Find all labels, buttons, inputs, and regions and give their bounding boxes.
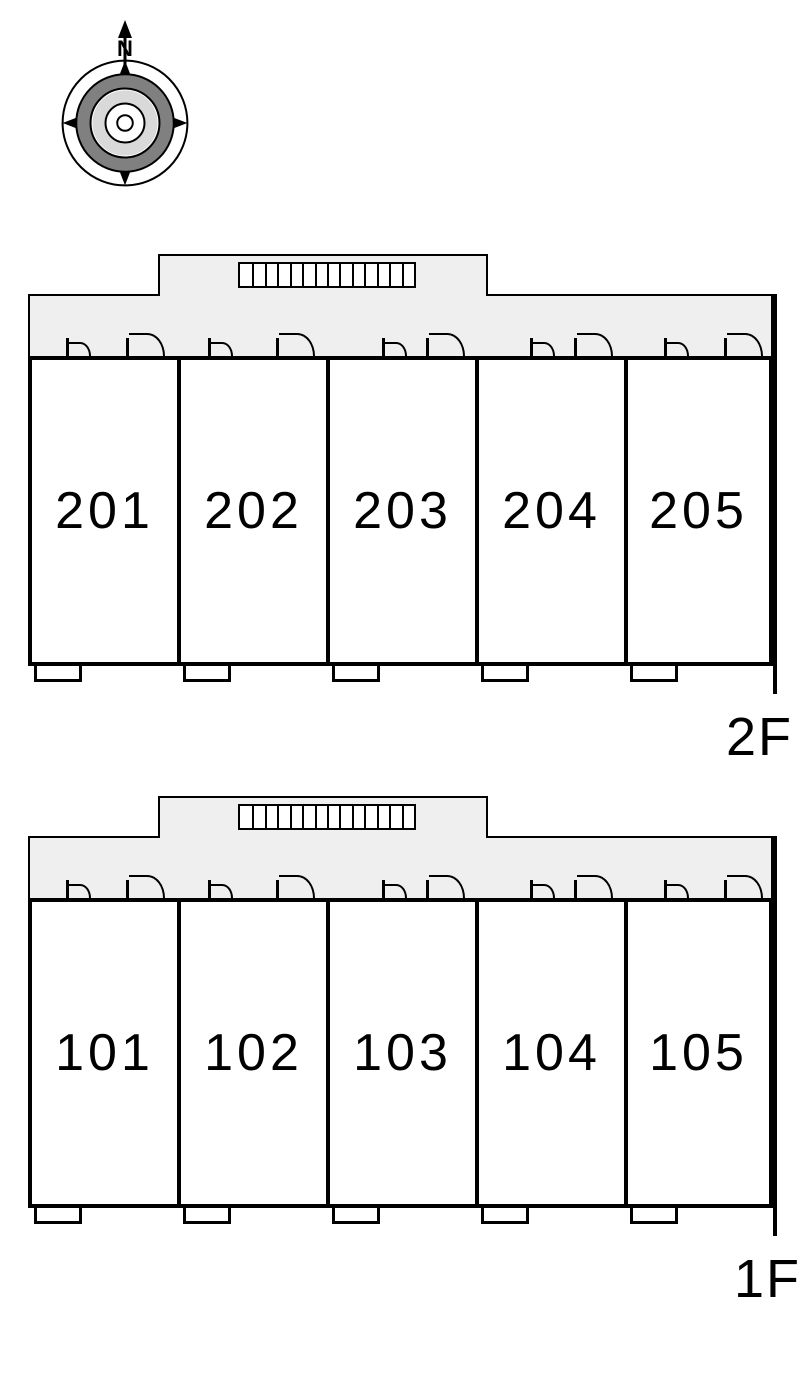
floor2-unit-203: 203 [326,356,475,666]
unit-label: 104 [502,1023,601,1083]
compass-n-label: N [117,36,133,61]
floor2-door-6 [426,326,468,356]
floor1-unit-105: 105 [624,898,773,1208]
floor1-door-4 [276,868,318,898]
compass-icon: N [60,18,190,198]
unit-label: 201 [55,481,154,541]
floor2-door-2 [126,326,168,356]
unit-label: 204 [502,481,601,541]
floor2-units-row: 201 202 203 204 205 [28,356,773,666]
floor1-door-3 [208,868,236,898]
floor2-door-7 [530,326,558,356]
unit-label: 202 [204,481,303,541]
floor1-stairs [238,804,416,830]
floor2-door-9 [664,326,692,356]
floor1-balcony-103 [326,1208,475,1226]
unit-label: 102 [204,1023,303,1083]
floor-2: 2012022032042052F [28,254,788,774]
floor1-door-2 [126,868,168,898]
floor2-balcony-201 [28,666,177,684]
floor2-balcony-202 [177,666,326,684]
floor2-right-wall [773,294,777,694]
floor2-balcony-205 [624,666,773,684]
floorplan-canvas: N 201 202 203 204 205 2F 101 102 103 104 105 1F [0,0,800,1373]
unit-label: 203 [353,481,452,541]
floor1-unit-103: 103 [326,898,475,1208]
floor2-stairs [238,262,416,288]
floor2-door-8 [574,326,616,356]
floor2-door-5 [382,326,410,356]
floor1-right-wall [773,836,777,1236]
floor2-unit-204: 204 [475,356,624,666]
floor1-unit-102: 102 [177,898,326,1208]
floor2-label: 2F [726,706,793,768]
floor-1: 1011021031041051F [28,796,788,1316]
floor2-balcony-203 [326,666,475,684]
floor1-label: 1F [734,1248,800,1310]
floor1-door-1 [66,868,94,898]
floor1-balcony-102 [177,1208,326,1226]
floor2-unit-202: 202 [177,356,326,666]
floor1-door-5 [382,868,410,898]
floor1-door-10 [724,868,766,898]
floor1-balcony-104 [475,1208,624,1226]
floor2-balcony-row [28,666,773,684]
floor1-door-9 [664,868,692,898]
floor1-units-row: 101 102 103 104 105 [28,898,773,1208]
unit-label: 101 [55,1023,154,1083]
floor1-unit-104: 104 [475,898,624,1208]
unit-label: 205 [649,481,748,541]
floor2-door-3 [208,326,236,356]
floor2-door-1 [66,326,94,356]
floor2-door-10 [724,326,766,356]
floor2-door-4 [276,326,318,356]
floor2-unit-205: 205 [624,356,773,666]
floor2-balcony-204 [475,666,624,684]
floor1-unit-101: 101 [28,898,177,1208]
floor1-balcony-101 [28,1208,177,1226]
floor1-door-7 [530,868,558,898]
floor1-door-8 [574,868,616,898]
unit-label: 105 [649,1023,748,1083]
floor2-unit-201: 201 [28,356,177,666]
floor1-balcony-105 [624,1208,773,1226]
unit-label: 103 [353,1023,452,1083]
floor1-balcony-row [28,1208,773,1226]
floor1-door-6 [426,868,468,898]
